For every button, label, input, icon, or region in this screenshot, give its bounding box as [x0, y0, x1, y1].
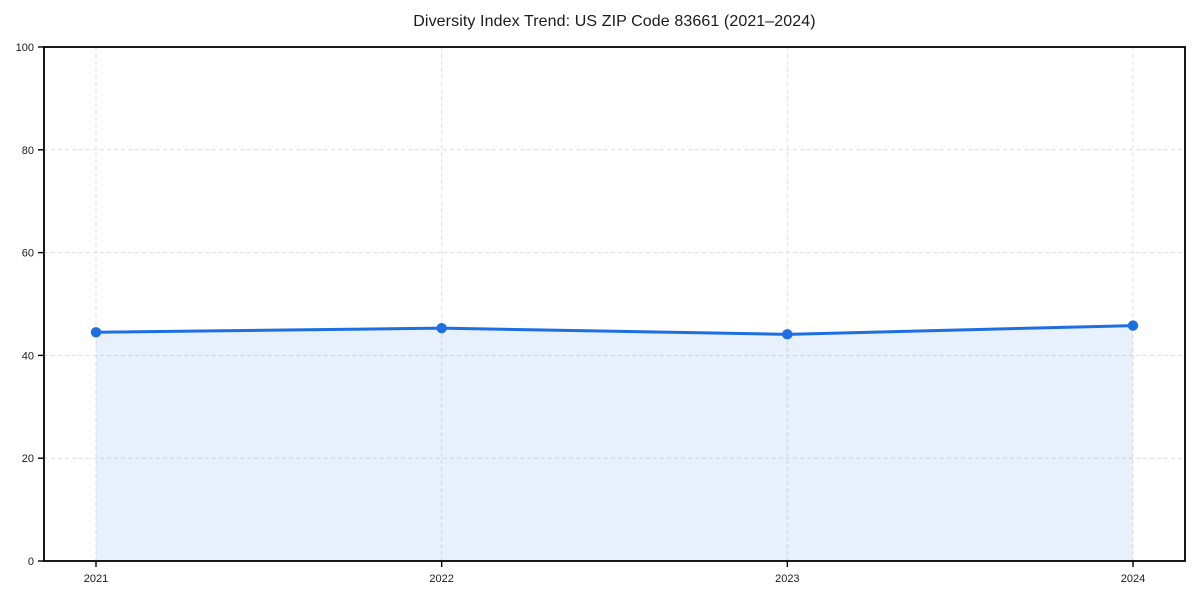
chart-title: Diversity Index Trend: US ZIP Code 83661…: [413, 13, 816, 30]
y-tick-label-80: 80: [22, 145, 34, 157]
data-point-2023: [782, 329, 793, 340]
data-point-2021: [90, 327, 102, 338]
x-tick-label-2021: 2021: [84, 573, 108, 585]
y-tick-label-0: 0: [28, 556, 34, 568]
y-tick-label-20: 20: [22, 453, 34, 465]
x-tick-label-2023: 2023: [775, 573, 799, 585]
x-tick-label-2024: 2024: [1121, 573, 1145, 585]
y-tick-label-60: 60: [22, 248, 34, 260]
y-tick-label-100: 100: [16, 42, 34, 54]
y-tick-label-40: 40: [22, 350, 34, 362]
data-point-2022: [436, 322, 447, 334]
trend-line: [94, 324, 1135, 336]
area-fill: [96, 325, 1133, 561]
data-point-2024: [1127, 320, 1139, 331]
x-tick-label-2022: 2022: [429, 573, 453, 585]
axes-border: [43, 46, 1186, 562]
